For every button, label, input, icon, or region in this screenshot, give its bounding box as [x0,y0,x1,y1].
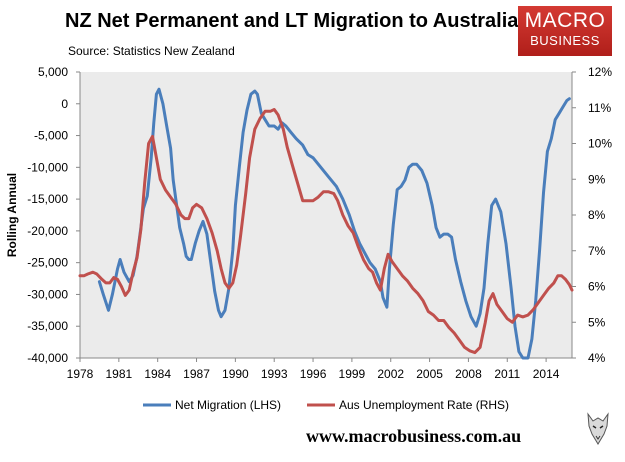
x-tick-label: 2014 [533,367,560,381]
x-tick-label: 1993 [261,367,288,381]
logo-line1: MACRO [524,9,606,32]
y-right-tick-label: 10% [588,137,612,151]
x-tick-label: 1978 [67,367,94,381]
x-tick-label: 1987 [183,367,210,381]
y-left-tick-label: -35,000 [27,319,68,333]
y-right-tick-label: 8% [588,208,606,222]
y-left-tick-label: -30,000 [27,287,68,301]
y-right-tick-label: 9% [588,172,606,186]
unemployment-line [78,108,574,355]
chart-subtitle: Source: Statistics New Zealand [68,44,235,58]
x-tick-label: 1984 [144,367,171,381]
y-right-tick-label: 4% [588,351,606,365]
x-tick-label: 2008 [455,367,482,381]
y-axis-title: Rolling Annual [5,173,19,257]
x-tick-label: 1981 [105,367,132,381]
y-left-tick-label: -15,000 [27,192,68,206]
x-tick-label: 1999 [339,367,366,381]
y-left-tick-label: -25,000 [27,256,68,270]
legend-label-unemployment: Aus Unemployment Rate (RHS) [339,398,509,412]
y-left-tick-label: -20,000 [27,224,68,238]
x-tick-label: 2005 [416,367,443,381]
y-right-tick-label: 6% [588,280,606,294]
y-left-tick-label: -5,000 [34,129,68,143]
y-left-tick-label: 5,000 [38,65,68,79]
macrobusiness-logo: MACRO BUSINESS [518,6,612,56]
y-right-tick-label: 5% [588,315,606,329]
wolf-logo-icon [587,412,609,445]
y-left-tick-label: 0 [61,97,68,111]
y-right-tick-label: 12% [588,65,612,79]
x-tick-label: 1990 [222,367,249,381]
net-migration-line [97,87,571,360]
y-left-tick-label: -10,000 [27,160,68,174]
chart-title: NZ Net Permanent and LT Migration to Aus… [65,10,519,32]
x-tick-label: 1996 [300,367,327,381]
x-tick-label: 2002 [377,367,404,381]
legend-label-net-migration: Net Migration (LHS) [175,398,281,412]
y-right-tick-label: 7% [588,244,606,258]
y-right-tick-label: 11% [588,101,611,115]
x-tick-label: 2011 [494,367,520,381]
y-left-tick-label: -40,000 [27,351,68,365]
logo-line2: BUSINESS [530,33,600,48]
website-text: www.macrobusiness.com.au [306,426,522,446]
